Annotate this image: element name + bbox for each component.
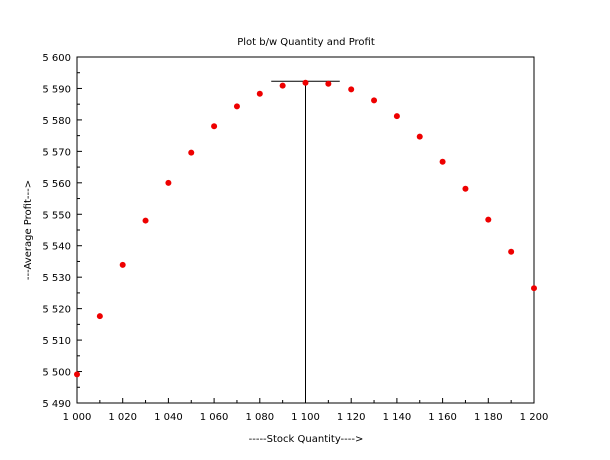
- data-point: [233, 103, 240, 110]
- optimum-marker: [271, 80, 340, 403]
- x-axis: 1 000 1 020 1 040 1 060 1 080 1 100 1 120 1 140…: [63, 398, 549, 423]
- y-tick-label: 5 580: [42, 116, 71, 127]
- x-tick-label: 1 040: [154, 412, 183, 423]
- data-points: [74, 79, 537, 378]
- x-tick-label: 1 120: [337, 412, 366, 423]
- data-point: [302, 79, 309, 86]
- data-point: [119, 261, 126, 268]
- y-tick-label: 5 490: [42, 399, 71, 410]
- x-tick-label: 1 060: [200, 412, 229, 423]
- x-tick-label: 1 140: [383, 412, 412, 423]
- data-point: [256, 90, 263, 97]
- x-tick-label: 1 000: [63, 412, 92, 423]
- x-tick-label: 1 080: [245, 412, 274, 423]
- y-axis-label: ---Average Profit--->: [23, 180, 34, 280]
- data-point: [393, 113, 400, 120]
- x-tick-label: 1 100: [291, 412, 320, 423]
- data-point: [211, 123, 218, 130]
- y-tick-label: 5 570: [42, 147, 71, 158]
- data-point: [371, 97, 378, 104]
- data-point: [279, 82, 286, 89]
- data-point: [188, 149, 195, 156]
- y-tick-label: 5 520: [42, 305, 71, 316]
- data-point: [96, 313, 103, 320]
- data-point: [325, 80, 332, 87]
- y-tick-label: 5 530: [42, 273, 71, 284]
- x-tick-label: 1 180: [474, 412, 503, 423]
- x-tick-label: 1 160: [428, 412, 457, 423]
- y-tick-label: 5 550: [42, 210, 71, 221]
- data-point: [348, 86, 355, 93]
- data-point: [531, 285, 537, 292]
- x-tick-label: 1 200: [520, 412, 549, 423]
- y-axis: 5 490 5 500 5 510 5 520 5 530 5 540 5 550 5 560…: [42, 53, 82, 410]
- data-point: [165, 179, 172, 186]
- data-point: [485, 216, 492, 223]
- data-point: [439, 158, 446, 165]
- data-point: [74, 371, 80, 378]
- data-point: [508, 248, 515, 255]
- data-point: [416, 133, 423, 140]
- data-point: [142, 217, 149, 224]
- y-tick-label: 5 590: [42, 84, 71, 95]
- x-axis-label: -----Stock Quantity---->: [249, 434, 364, 445]
- y-tick-label: 5 540: [42, 242, 71, 253]
- y-tick-label: 5 500: [42, 368, 71, 379]
- x-tick-label: 1 020: [108, 412, 137, 423]
- y-tick-label: 5 600: [42, 53, 71, 64]
- y-tick-label: 5 560: [42, 179, 71, 190]
- chart-title: Plot b/w Quantity and Profit: [237, 37, 375, 48]
- y-tick-label: 5 510: [42, 336, 71, 347]
- data-point: [462, 185, 469, 192]
